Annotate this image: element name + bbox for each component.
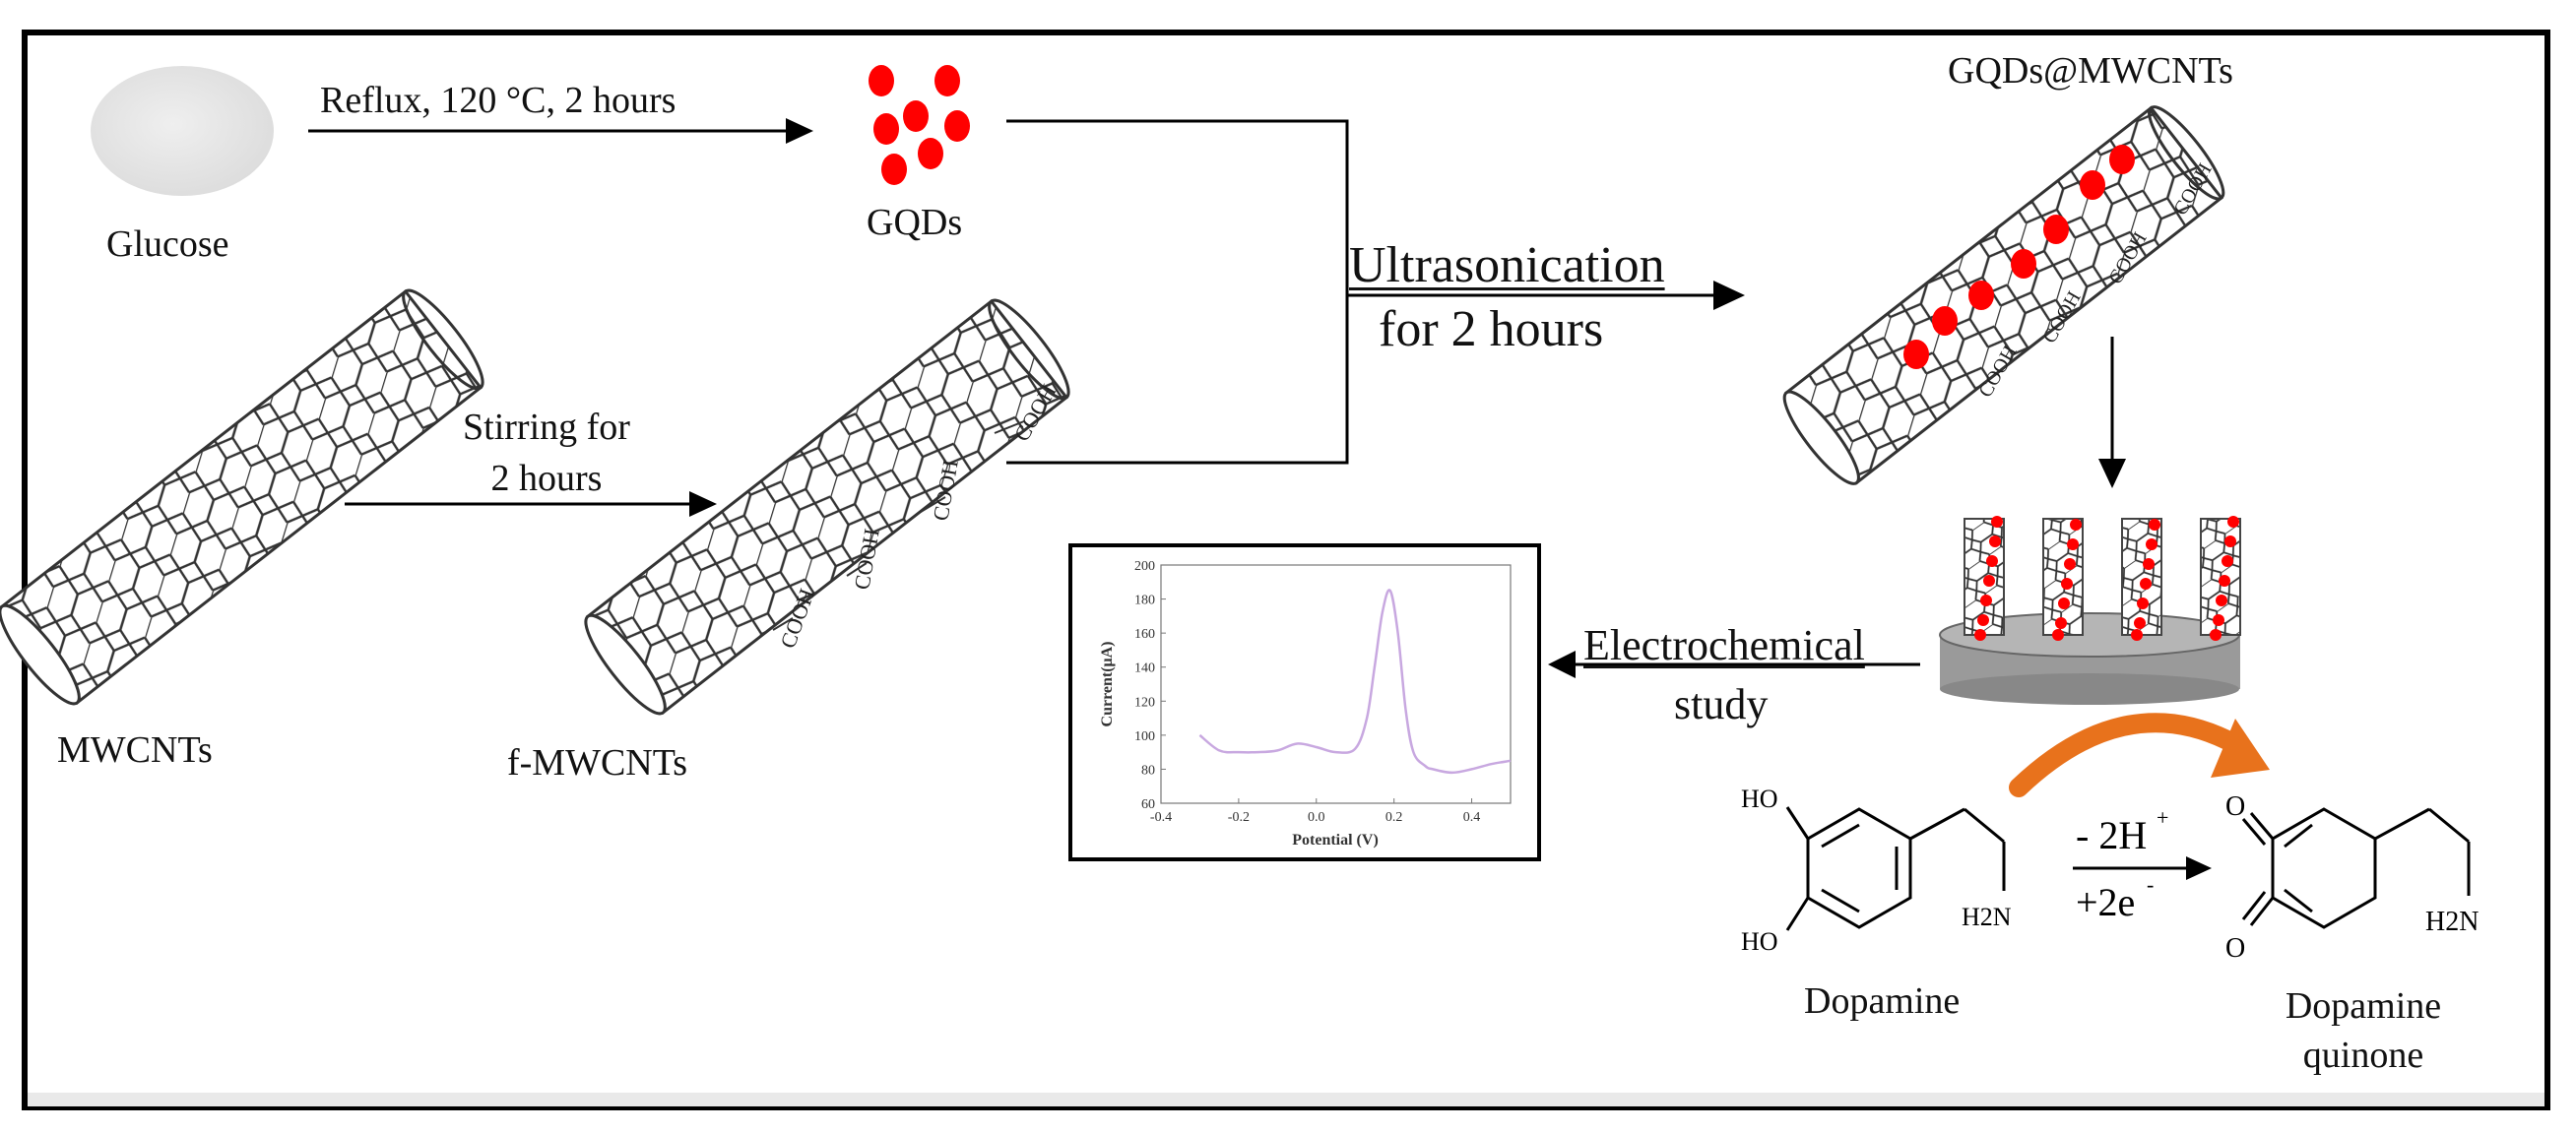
y-tick-label: 60 <box>1141 797 1155 812</box>
svg-text:+: + <box>2157 805 2168 830</box>
svg-text:HO: HO <box>1741 927 1778 956</box>
dopamine-label: Dopamine <box>1804 980 1961 1022</box>
ultrasonication-label-line2: for 2 hours <box>1379 301 1604 357</box>
mwcnt-tube <box>0 288 484 706</box>
svg-text:O: O <box>2225 933 2245 964</box>
electrode <box>1939 612 2240 705</box>
x-axis-label: Potential (V) <box>1292 832 1379 849</box>
y-tick-label: 140 <box>1134 661 1155 676</box>
svg-text:O: O <box>2225 791 2245 822</box>
dpv-graph-box: 60 80 100 120 140 160 180 200 -0.4 -0.2 0.0 0.2 0.4… <box>1068 543 1541 861</box>
combine-bracket <box>1006 119 1745 465</box>
svg-text:-: - <box>2147 872 2154 897</box>
dpv-curve <box>1198 589 1512 775</box>
vertical-tube-gqds <box>1974 516 2239 641</box>
dpv-chart: 60 80 100 120 140 160 180 200 -0.4 -0.2 0.0 0.2 0.4… <box>1099 559 1512 849</box>
reflux-arrow <box>308 118 813 144</box>
gqd-dots <box>869 65 970 185</box>
reaction-arrow <box>2073 856 2212 880</box>
glucose-label: Glucose <box>106 223 229 265</box>
y-axis-label: Current(μA) <box>1099 642 1116 727</box>
dopamine-structure <box>1785 806 2006 931</box>
reflux-label: Reflux, 120 °C, 2 hours <box>320 80 676 121</box>
gqds-mwcnts-label: GQDs@MWCNTs <box>1948 50 2233 92</box>
stirring-label-line2: 2 hours <box>490 458 603 499</box>
orange-curved-arrow <box>2009 713 2270 797</box>
dopamine-atoms: HO HO H2N <box>1741 785 2012 956</box>
svg-text:+2e: +2e <box>2076 880 2135 924</box>
y-tick-label: 200 <box>1134 559 1155 574</box>
y-tick-label: 120 <box>1134 695 1155 710</box>
y-tick-label: 180 <box>1134 594 1155 608</box>
reaction-conditions: - 2H + +2e - <box>2076 805 2168 924</box>
x-tick-label: 0.4 <box>1463 810 1481 825</box>
gqds-on-tube <box>1903 145 2135 369</box>
ultrasonication-label-line1: Ultrasonication <box>1349 237 1665 293</box>
x-tick-label: 0.2 <box>1385 810 1403 825</box>
svg-text:HO: HO <box>1741 785 1778 813</box>
y-tick-label: 80 <box>1141 763 1155 778</box>
electrochemical-label-line1: Electrochemical <box>1583 621 1865 669</box>
glucose-blob <box>91 66 274 196</box>
f-mwcnts-label: f-MWCNTs <box>507 742 688 784</box>
plot-area <box>1160 564 1512 804</box>
gqds-mwcnt-tube <box>1782 105 2225 485</box>
stirring-label-line1: Stirring for <box>463 407 630 448</box>
x-tick-label: 0.0 <box>1308 810 1325 825</box>
dopamine-quinone-label-line2: quinone <box>2302 1035 2424 1076</box>
svg-text:H2N: H2N <box>2425 907 2479 937</box>
gqds-label: GQDs <box>867 202 963 243</box>
mwcnts-label: MWCNTs <box>57 729 213 771</box>
bottom-band <box>28 1093 2544 1106</box>
electrochemical-arrow <box>1548 651 1920 678</box>
quinone-atoms: O O H2N <box>2225 791 2479 964</box>
dopamine-quinone-label-line1: Dopamine <box>2285 985 2442 1027</box>
down-arrow <box>2098 337 2126 488</box>
svg-text:- 2H: - 2H <box>2076 813 2147 857</box>
x-tick-label: -0.2 <box>1228 810 1250 825</box>
stirring-arrow <box>345 491 717 517</box>
quinone-structure <box>2241 807 2471 929</box>
f-mwcnt-tube <box>584 298 1070 716</box>
svg-text:H2N: H2N <box>1962 903 2012 931</box>
y-tick-label: 160 <box>1134 627 1155 642</box>
y-tick-label: 100 <box>1134 729 1155 744</box>
electrochemical-label-line2: study <box>1674 680 1769 728</box>
x-tick-label: -0.4 <box>1150 810 1172 825</box>
